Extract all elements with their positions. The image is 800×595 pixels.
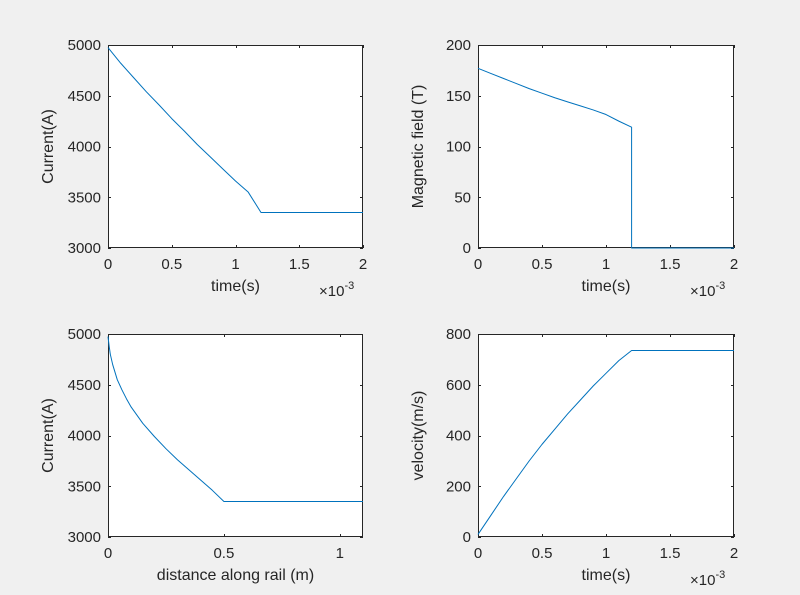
y-tick-label: 4000 <box>68 428 101 445</box>
y-tick-label: 3500 <box>68 478 101 495</box>
y-axis-label: Current(A) <box>40 109 57 184</box>
y-tick-label: 150 <box>446 88 471 105</box>
x-tick-label: 1.5 <box>289 256 310 273</box>
y-tick-label: 0 <box>463 240 471 257</box>
x-axis-label: time(s) <box>211 278 260 295</box>
x-tick-label: 0 <box>474 545 482 562</box>
plot-area <box>478 334 734 537</box>
x-exponent-label: ×10-3 <box>690 280 725 300</box>
y-tick-label: 4500 <box>68 377 101 394</box>
x-exponent-value: -3 <box>715 280 725 292</box>
x-tick-label: 1 <box>231 256 239 273</box>
y-tick-label: 5000 <box>68 37 101 54</box>
y-tick-label: 600 <box>446 377 471 394</box>
subplots: 0 0.5 1 1.5 230003500400045005000time(s)Curr… <box>40 37 738 589</box>
x-exponent-value: -3 <box>344 280 354 292</box>
y-tick-label: 3500 <box>68 189 101 206</box>
subplot-3: 0 0.5 1 3000 3500 4000 4500 5000 distance along … <box>40 326 363 584</box>
x-tick-label: 0.5 <box>161 256 182 273</box>
y-tick-label: 100 <box>446 139 471 156</box>
y-tick-label: 0 <box>463 529 471 546</box>
x-exponent-value: -3 <box>715 569 725 581</box>
plot-area <box>108 334 363 537</box>
x-exponent-label: ×10-3 <box>690 569 725 589</box>
x-tick-label: 1.5 <box>660 256 681 273</box>
y-tick-label: 800 <box>446 326 471 343</box>
subplot-4: 0 0.5 1 1.5 2 0 200 400 600 800 time(s) velocity(m/… <box>410 326 738 589</box>
y-tick-label: 5000 <box>68 326 101 343</box>
y-axis-label: Magnetic field (T) <box>410 85 427 209</box>
x-tick-label: 1 <box>602 256 610 273</box>
plot-area <box>108 45 363 248</box>
x-tick-label: 2 <box>730 256 738 273</box>
x-axis-label: time(s) <box>582 567 631 584</box>
y-axis-label: Current(A) <box>40 398 57 473</box>
series-line-1 <box>107 47 363 213</box>
x-tick-label: 1 <box>336 545 344 562</box>
x-tick-label: 1.5 <box>660 545 681 562</box>
axes-box <box>108 45 363 248</box>
subplot-2: 0 0.5 1 1.5 2 0 50 100 150 200 time(s) Magnetic fie… <box>410 37 738 300</box>
y-tick-label: 50 <box>454 189 471 206</box>
y-tick-label: 200 <box>446 37 471 54</box>
y-axis-label: velocity(m/s) <box>410 391 427 481</box>
x-tick-label: 2 <box>730 545 738 562</box>
series-line-1 <box>107 336 363 502</box>
x-tick-label: 0 <box>474 256 482 273</box>
y-tick-label: 4000 <box>68 139 101 156</box>
y-tick-label: 400 <box>446 428 471 445</box>
subplot-1: 0 0.5 1 1.5 2 3000 3500 4000 4500 5000 time(s) Curr… <box>40 37 367 300</box>
x-exponent-label: ×10-3 <box>319 280 354 300</box>
x-tick-label: 2 <box>359 256 367 273</box>
y-tick-label: 3000 <box>68 529 101 546</box>
x-tick-label: 1 <box>602 545 610 562</box>
axes-box <box>108 334 363 537</box>
x-tick-label: 0.5 <box>532 545 553 562</box>
x-axis-label: time(s) <box>582 278 631 295</box>
y-tick-label: 3000 <box>68 240 101 257</box>
series-line-1 <box>477 349 734 535</box>
x-tick-label: 0.5 <box>532 256 553 273</box>
x-tick-label: 0.5 <box>213 545 234 562</box>
series-line-1 <box>477 67 734 249</box>
x-tick-label: 0 <box>104 545 112 562</box>
y-tick-label: 4500 <box>68 88 101 105</box>
plot-area <box>478 45 734 248</box>
x-tick-label: 0 <box>104 256 112 273</box>
x-axis-label: distance along rail (m) <box>157 567 314 584</box>
y-tick-label: 200 <box>446 478 471 495</box>
